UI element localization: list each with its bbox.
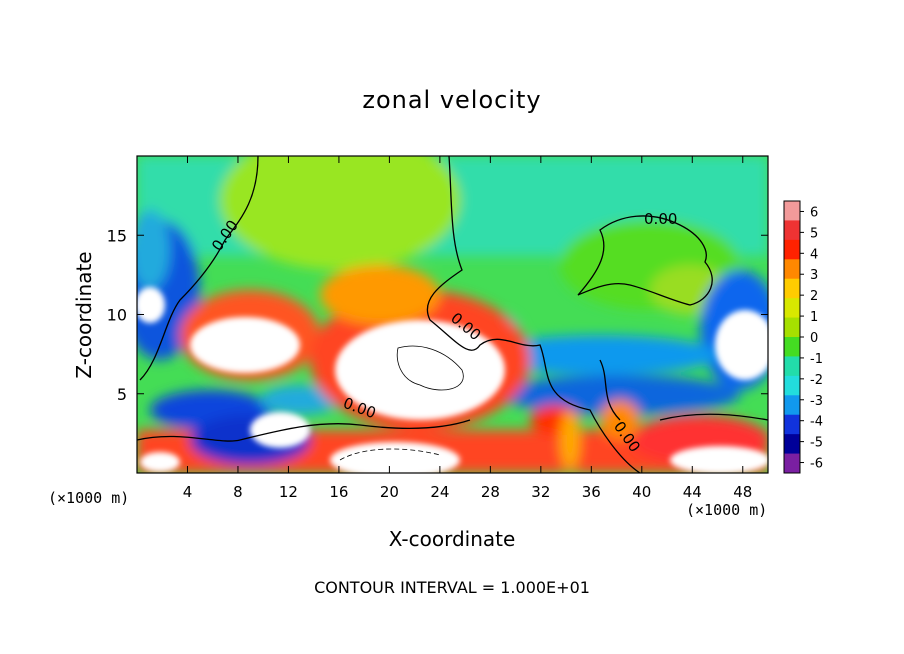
colorbar-tick-label: 2 (810, 289, 818, 304)
y-tick-label: 5 (117, 385, 127, 404)
x-axis-label: X-coordinate (388, 527, 516, 551)
colorbar-tick-label: -6 (810, 457, 823, 472)
colorbar-swatch (784, 356, 800, 377)
colorbar-tick-label: -5 (810, 436, 823, 451)
colorbar-swatch (784, 434, 800, 455)
x-tick-label: 4 (183, 483, 193, 501)
colorbar-tick-label: 0 (810, 331, 818, 346)
x-tick-label: 28 (481, 483, 500, 501)
colorbar-tick-label: -4 (810, 415, 823, 430)
x-tick-label: 32 (531, 483, 550, 501)
colorbar-tick-label: -2 (810, 373, 823, 388)
x-tick-label: 16 (329, 483, 348, 501)
heatmap-field (137, 156, 768, 473)
colorbar-tick-label: 5 (810, 226, 818, 241)
colorbar-swatch (784, 395, 800, 416)
x-unit-label-left: (×1000 m) (48, 489, 130, 507)
x-tick-label: 48 (733, 483, 752, 501)
x-tick-label: 40 (632, 483, 651, 501)
colorbar-swatch (784, 201, 800, 221)
x-tick-label: 36 (582, 483, 601, 501)
x-tick-label: 20 (380, 483, 399, 501)
colorbar-swatch (784, 414, 800, 435)
colorbar-swatch (784, 220, 800, 241)
x-tick-label: 8 (233, 483, 243, 501)
colorbar-swatch (784, 298, 800, 319)
x-unit-label-right: (×1000 m) (686, 501, 768, 519)
x-ticks: 4 8 12 16 20 24 28 32 36 40 44 48 (183, 156, 752, 501)
colorbar-tick-label: -1 (810, 352, 823, 367)
colorbar-swatch (784, 375, 800, 396)
colorbar-swatch (784, 453, 800, 474)
colorbar-tick-label: 1 (810, 310, 818, 325)
colorbar-swatch (784, 278, 800, 299)
colorbar-tick-label: 3 (810, 268, 818, 283)
colorbar-swatch (784, 337, 800, 357)
contour-label: 0.00 (644, 210, 677, 228)
contour-interval-footer: CONTOUR INTERVAL = 1.000E+01 (314, 578, 590, 597)
y-tick-label: 15 (107, 226, 127, 245)
colorbar-swatch (784, 259, 800, 280)
colorbar: 6 5 4 3 2 1 0 -1 -2 -3 -4 -5 -6 (783, 200, 823, 474)
x-tick-label: 12 (279, 483, 298, 501)
y-ticks: 5 10 15 (107, 226, 768, 404)
x-tick-label: 24 (430, 483, 449, 501)
colorbar-tick-label: 6 (810, 205, 818, 220)
colorbar-swatch (784, 317, 800, 338)
chart-title: zonal velocity (362, 86, 542, 114)
colorbar-tick-label: 4 (810, 247, 818, 262)
y-tick-label: 10 (107, 306, 127, 325)
colorbar-tick-label: -3 (810, 394, 823, 409)
x-tick-label: 44 (683, 483, 702, 501)
colorbar-swatch (784, 239, 800, 260)
